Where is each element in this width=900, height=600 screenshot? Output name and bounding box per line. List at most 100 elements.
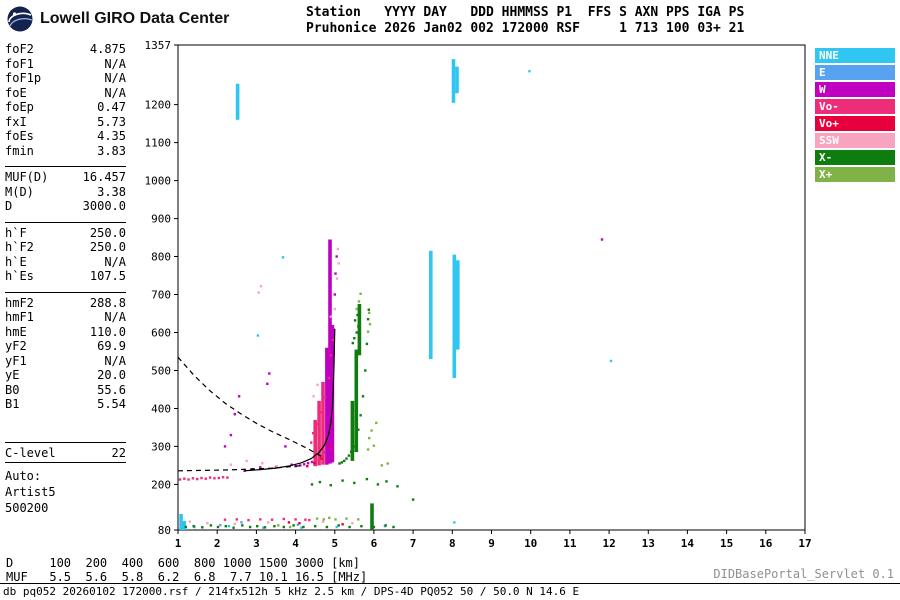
station-header-line-1: Station YYYY DAY DDD HHMMSS P1 FFS S AXN… [306, 5, 745, 20]
series-SSW [188, 247, 354, 526]
svg-text:1100: 1100 [145, 137, 172, 150]
echo-legend: NNE E W Vo- Vo+ SSW X- X+ [815, 48, 895, 184]
parameter-label: foF1 [5, 56, 34, 71]
parameter-label: hmF1 [5, 310, 34, 324]
parameter-value: N/A [104, 254, 126, 269]
parameter-row-muf-d-: MUF(D) 16.457 [5, 170, 126, 185]
series-Vo+ [287, 422, 344, 526]
svg-text:700: 700 [151, 289, 171, 302]
parameter-row-b1: B1 5.54 [5, 397, 126, 412]
parameter-label: M(D) [5, 184, 34, 199]
parameter-label: foE [5, 85, 27, 100]
x-axis: 1 2 3 4 5 6 7 8 9 10 11 12 13 14 15 16 17 [175, 530, 812, 550]
giro-logo-icon [7, 6, 33, 32]
parameter-panel: foF2 4.875 foF1 N/A foF1p N/A foE N/A foEp 0.47 fx… [5, 42, 126, 516]
muf-table: D 100 200 400 600 800 1000 1500 3000 [km… [6, 556, 367, 584]
parameter-value: 250.0 [89, 240, 126, 254]
svg-text:15: 15 [720, 537, 733, 550]
parameter-value: 5.54 [97, 397, 126, 411]
parameter-group: foF2 4.875 foF1 N/A foF1p N/A foE N/A foEp 0.47 fx… [5, 42, 126, 158]
parameter-value: 69.9 [97, 339, 126, 353]
svg-text:6: 6 [371, 537, 378, 550]
parameter-label: hmF2 [5, 295, 34, 310]
parameter-label: fxI [5, 114, 27, 129]
svg-text:8: 8 [449, 537, 456, 550]
parameter-value: N/A [104, 310, 126, 324]
y-axis: 80 200 300 400 500 600 700 800 900 1000 1100 1200 13… [145, 39, 178, 537]
series-X- [184, 304, 415, 530]
parameter-row-h-es: h`Es 107.5 [5, 269, 126, 284]
parameter-value: 288.8 [89, 295, 126, 310]
parameter-value: 250.0 [89, 225, 126, 240]
svg-text:1357: 1357 [145, 39, 172, 52]
parameter-value: 107.5 [89, 269, 126, 283]
svg-text:600: 600 [151, 327, 171, 340]
status-bar: db pq052 20260102 172000.rsf / 214fx512h… [0, 583, 900, 600]
parameter-value: N/A [104, 85, 126, 100]
auto-scaler-block: Auto: Artist5 500200 [5, 468, 126, 516]
parameter-row-ye: yE 20.0 [5, 368, 126, 383]
svg-text:1: 1 [175, 537, 182, 550]
parameter-label: foEs [5, 129, 34, 143]
legend-item-w: W [815, 82, 895, 97]
svg-text:200: 200 [151, 478, 171, 491]
parameter-label: h`E [5, 254, 27, 269]
parameter-label: foF2 [5, 42, 34, 56]
parameter-group: h`F 250.0 h`F2 250.0 h`E N/A h`Es 107.5 [5, 226, 126, 284]
parameter-value: 55.6 [97, 382, 126, 397]
parameter-label: B0 [5, 382, 20, 397]
parameter-row-d: D 3000.0 [5, 199, 126, 214]
station-header-line-2: Pruhonice 2026 Jan02 002 172000 RSF 1 71… [306, 21, 745, 36]
parameter-value: N/A [104, 56, 126, 71]
parameter-row-fof1: foF1 N/A [5, 57, 126, 72]
svg-text:12: 12 [602, 537, 615, 550]
svg-text:11: 11 [563, 537, 577, 550]
parameter-value: 0.47 [97, 100, 126, 114]
panel-divider [5, 166, 126, 167]
parameter-row-hmf1: hmF1 N/A [5, 310, 126, 325]
panel-divider [5, 462, 126, 463]
parameter-value: 3.83 [97, 143, 126, 158]
panel-divider [5, 291, 126, 293]
parameter-label: hmE [5, 324, 27, 339]
parameter-label: MUF(D) [5, 170, 49, 184]
legend-item-e: E [815, 65, 895, 80]
parameter-label: C-level [5, 445, 56, 460]
parameter-row-h-e: h`E N/A [5, 255, 126, 270]
ionogram-chart: 8020030040050060070080090010001100120013… [145, 39, 812, 550]
parameter-value: 5.73 [97, 114, 126, 129]
svg-text:10: 10 [524, 537, 537, 550]
parameter-row-yf2: yF2 69.9 [5, 339, 126, 354]
parameter-row-yf1: yF1 N/A [5, 354, 126, 369]
panel-divider [5, 441, 126, 443]
auto-scaler-line: 500200 [5, 501, 49, 515]
svg-text:14: 14 [681, 537, 695, 550]
svg-text:17: 17 [798, 537, 811, 550]
panel-divider [5, 221, 126, 223]
svg-text:3: 3 [253, 537, 260, 550]
svg-text:400: 400 [151, 403, 171, 416]
muf-table-muf-row: MUF 5.5 5.6 5.8 6.2 6.8 7.7 10.1 16.5 [M… [6, 570, 368, 584]
parameter-row-fmin: fmin 3.83 [5, 144, 126, 159]
svg-text:5: 5 [331, 537, 338, 550]
auto-scaler-line: Auto: [5, 469, 42, 483]
svg-text:500: 500 [151, 365, 171, 378]
parameter-value: 4.875 [89, 42, 126, 56]
svg-text:9: 9 [488, 537, 495, 550]
parameter-label: h`F [5, 225, 27, 240]
legend-item-x: X- [815, 150, 895, 165]
servlet-version-label: DIDBasePortal_Servlet 0.1 [713, 567, 894, 581]
auto-scaler-line: Artist5 [5, 485, 56, 499]
svg-text:13: 13 [642, 537, 655, 550]
parameter-label: h`Es [5, 269, 34, 283]
parameter-value: 110.0 [89, 324, 126, 339]
parameter-row-foes: foEs 4.35 [5, 129, 126, 144]
plot-frame [177, 44, 806, 531]
series-X+ [277, 292, 389, 529]
curve-muf-transmission [177, 356, 324, 458]
series-Vo- [178, 338, 334, 522]
parameter-label: h`F2 [5, 240, 34, 254]
muf-table-d-row: D 100 200 400 600 800 1000 1500 3000 [km… [6, 556, 361, 570]
parameter-label: foF1p [5, 71, 42, 85]
